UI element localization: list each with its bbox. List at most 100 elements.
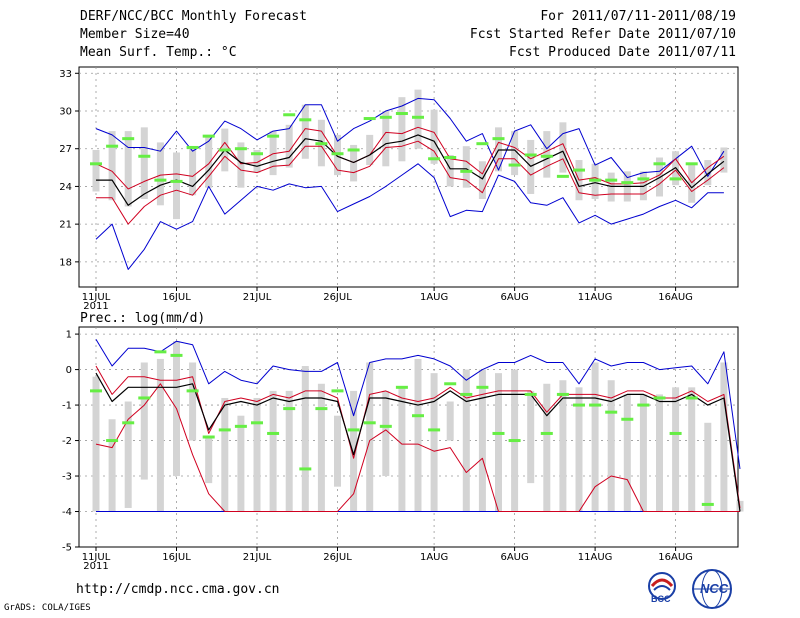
prec-member-mark: [605, 410, 618, 414]
prec-box: [559, 380, 567, 512]
prec-member-mark: [299, 467, 312, 471]
prec-box: [366, 362, 374, 512]
temp-member-mark: [492, 137, 505, 141]
temp-member-mark: [395, 112, 408, 116]
prec-xtick-label: 6AUG: [500, 552, 528, 563]
prec-panel-title: Prec.: log(mm/d): [80, 311, 205, 326]
prec-member-mark: [460, 392, 473, 396]
prec-box: [446, 401, 454, 441]
temp-member-mark: [315, 142, 328, 146]
prec-ytick-label: -1: [62, 401, 72, 412]
temp-member-mark: [283, 113, 296, 117]
ncc-logo: NCC: [690, 568, 734, 610]
temp-member-mark: [234, 147, 247, 151]
prec-member-mark: [315, 407, 328, 411]
title-left-1: DERF/NCC/BCC Monthly Forecast: [80, 9, 307, 24]
bcc-logo-text: BCC: [651, 594, 671, 604]
prec-box: [478, 369, 486, 512]
prec-panel: -5 -4 -3 -2 -1 0 1 11JUL 16JUL 21JUL 26JUL 1AUG 6AUG…: [62, 311, 744, 572]
temp-box: [237, 142, 245, 188]
prec-frame: [78, 326, 739, 548]
temp-box: [382, 111, 390, 167]
prec-pct-low-line: [95, 383, 740, 512]
temp-box: [124, 131, 132, 207]
temp-member-mark: [444, 156, 457, 160]
prec-box: [575, 387, 583, 512]
temp-pct-low-line: [96, 140, 725, 225]
prec-box: [253, 397, 261, 512]
prec-member-mark: [428, 428, 441, 432]
temp-ytick-label: 33: [59, 69, 72, 80]
temp-member-mark: [460, 169, 473, 173]
temp-xtick-label: 11JUL: [82, 292, 111, 303]
temp-year-label: 2011: [83, 301, 108, 312]
temp-member-mark: [267, 134, 280, 138]
prec-box: [334, 415, 341, 487]
prec-member-mark: [138, 396, 151, 400]
temp-member-mark: [637, 177, 650, 181]
prec-member-mark: [685, 396, 698, 400]
prec-box: [205, 437, 213, 484]
temp-xtick-label: 16JUL: [162, 292, 191, 303]
prec-member-mark: [637, 403, 650, 407]
prec-box: [704, 422, 712, 512]
prec-box: [607, 380, 615, 512]
prec-member-mark: [331, 389, 344, 393]
prec-box: [350, 390, 358, 512]
source-url[interactable]: http://cmdp.ncc.cma.gov.cn: [76, 582, 280, 597]
prec-box: [124, 401, 132, 508]
temp-member-mark: [363, 117, 376, 121]
prec-member-mark: [186, 389, 199, 393]
temp-box: [430, 109, 438, 164]
temp-box: [92, 149, 100, 192]
temp-member-mark: [589, 178, 602, 182]
temp-box: [156, 142, 164, 206]
prec-member-mark: [701, 502, 714, 506]
temp-xtick-label: 21JUL: [243, 292, 272, 303]
prec-member-mark: [283, 407, 296, 411]
temp-member-mark: [669, 177, 682, 181]
prec-member-mark: [106, 439, 119, 443]
temp-box: [189, 148, 197, 196]
prec-box: [237, 415, 245, 512]
temp-box: [559, 122, 567, 173]
temp-ytick-label: 27: [59, 144, 72, 155]
prec-box: [301, 366, 309, 512]
temp-box: [462, 146, 470, 188]
temp-member-mark: [685, 162, 698, 166]
prec-ytick-label: -3: [62, 472, 72, 483]
ncc-logo-text: NCC: [700, 581, 729, 596]
temp-member-mark: [605, 178, 618, 182]
prec-ytick-label: -2: [62, 436, 72, 447]
temp-member-mark: [428, 157, 441, 161]
prec-member-mark: [540, 431, 553, 435]
prec-box: [189, 362, 197, 441]
temp-member-mark: [170, 179, 183, 183]
prec-xtick-label: 16AUG: [658, 552, 693, 563]
temp-box: [511, 131, 519, 176]
temp-member-mark: [90, 162, 102, 166]
prec-xtick-label: 11JUL: [82, 552, 111, 563]
title-left-3: Mean Surf. Temp.: °C: [80, 45, 237, 60]
prec-box: [221, 397, 229, 512]
prec-member-mark: [492, 431, 505, 435]
prec-member-mark: [395, 385, 408, 389]
temp-member-mark: [218, 148, 231, 152]
temp-pct-high-line: [95, 126, 725, 190]
prec-box: [92, 376, 100, 512]
prec-box: [462, 369, 470, 512]
temp-panel: 18 21 24 27 30 33 11JUL 16JUL 21JUL 26JUL 1AUG 6AUG…: [59, 66, 739, 312]
prec-box: [543, 383, 551, 512]
temp-box: [446, 155, 454, 187]
temp-min-line: [95, 163, 724, 270]
temp-ytick-label: 21: [59, 220, 72, 231]
prec-xtick-label: 21JUL: [243, 552, 272, 563]
prec-box: [140, 362, 148, 480]
temp-member-mark: [524, 153, 537, 157]
prec-box: [285, 390, 293, 512]
bcc-logo: BCC: [642, 570, 682, 608]
prec-member-mark: [234, 424, 247, 428]
temp-box: [607, 172, 615, 202]
prec-member-mark: [251, 421, 263, 425]
prec-member-mark: [363, 421, 376, 425]
